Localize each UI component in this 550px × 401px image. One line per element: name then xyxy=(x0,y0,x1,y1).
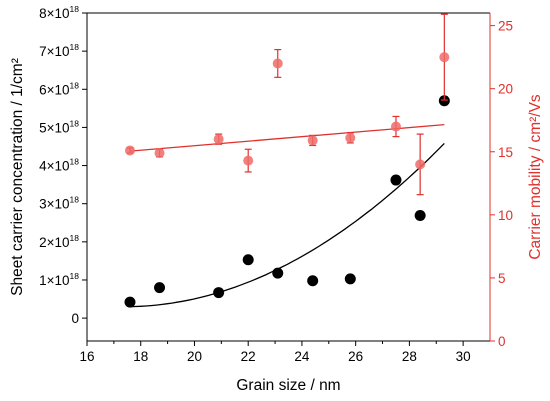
fit-lines xyxy=(129,123,445,308)
y-left-tick-label: 0 xyxy=(71,311,79,326)
data-series xyxy=(124,13,450,308)
concentration-point xyxy=(307,275,319,287)
y-right-tick-label: 10 xyxy=(498,208,513,223)
mobility-point xyxy=(390,121,401,132)
concentration-point xyxy=(272,267,284,279)
concentration-point xyxy=(154,282,166,294)
mobility-point xyxy=(243,155,254,166)
x-tick-label: 28 xyxy=(402,349,417,364)
y-left-tick-label: 8×1018 xyxy=(39,4,79,21)
x-tick-label: 26 xyxy=(348,349,363,364)
mobility-point xyxy=(272,58,283,69)
y-axis-left-title: Sheet carrier concentration / 1/cm² xyxy=(9,58,26,296)
y-left-tick-label: 1×1018 xyxy=(39,271,79,288)
y-left-tick-label: 6×1018 xyxy=(39,80,79,97)
y-left-tick-label: 4×1018 xyxy=(39,157,79,174)
x-tick-label: 18 xyxy=(133,349,148,364)
x-tick-label: 24 xyxy=(294,349,310,364)
mobility-point xyxy=(213,134,224,145)
concentration-fit-line xyxy=(129,142,445,308)
y-left-tick-label: 5×1018 xyxy=(39,118,79,135)
y-right-tick-label: 5 xyxy=(498,271,506,286)
concentration-point xyxy=(344,273,356,285)
mobility-point xyxy=(124,145,135,156)
y-right-tick-label: 25 xyxy=(498,19,513,34)
mobility-point xyxy=(154,148,165,159)
y-axis-right-title: Carrier mobility / cm²/Vs xyxy=(527,94,544,260)
plot-frame xyxy=(86,12,491,342)
x-tick-label: 22 xyxy=(241,349,256,364)
mobility-point xyxy=(307,135,318,146)
y-axis-right: 0 5 10 15 20 25 xyxy=(490,19,513,349)
y-right-tick-label: 15 xyxy=(498,145,513,160)
concentration-point xyxy=(242,254,254,266)
concentration-point xyxy=(414,210,426,222)
concentration-point xyxy=(124,296,136,308)
y-left-tick-label: 7×1018 xyxy=(39,42,79,59)
y-axis-left: 0 1×1018 2×1018 3×1018 4×1018 5×1018 6×1018 7×1… xyxy=(39,4,87,326)
y-left-tick-label: 2×1018 xyxy=(39,233,79,250)
concentration-point xyxy=(213,287,225,299)
x-tick-label: 16 xyxy=(79,349,94,364)
concentration-point xyxy=(390,174,402,186)
y-right-tick-label: 20 xyxy=(498,82,513,97)
x-tick-label: 20 xyxy=(187,349,202,364)
x-axis: 16 18 20 22 24 26 28 30 xyxy=(79,341,471,364)
mobility-point xyxy=(415,159,426,170)
x-tick-label: 30 xyxy=(456,349,471,364)
mobility-point xyxy=(345,132,356,143)
y-right-tick-label: 0 xyxy=(498,334,506,349)
y-left-tick-label: 3×1018 xyxy=(39,195,79,212)
mobility-point xyxy=(439,52,450,63)
x-axis-title: Grain size / nm xyxy=(236,377,340,394)
